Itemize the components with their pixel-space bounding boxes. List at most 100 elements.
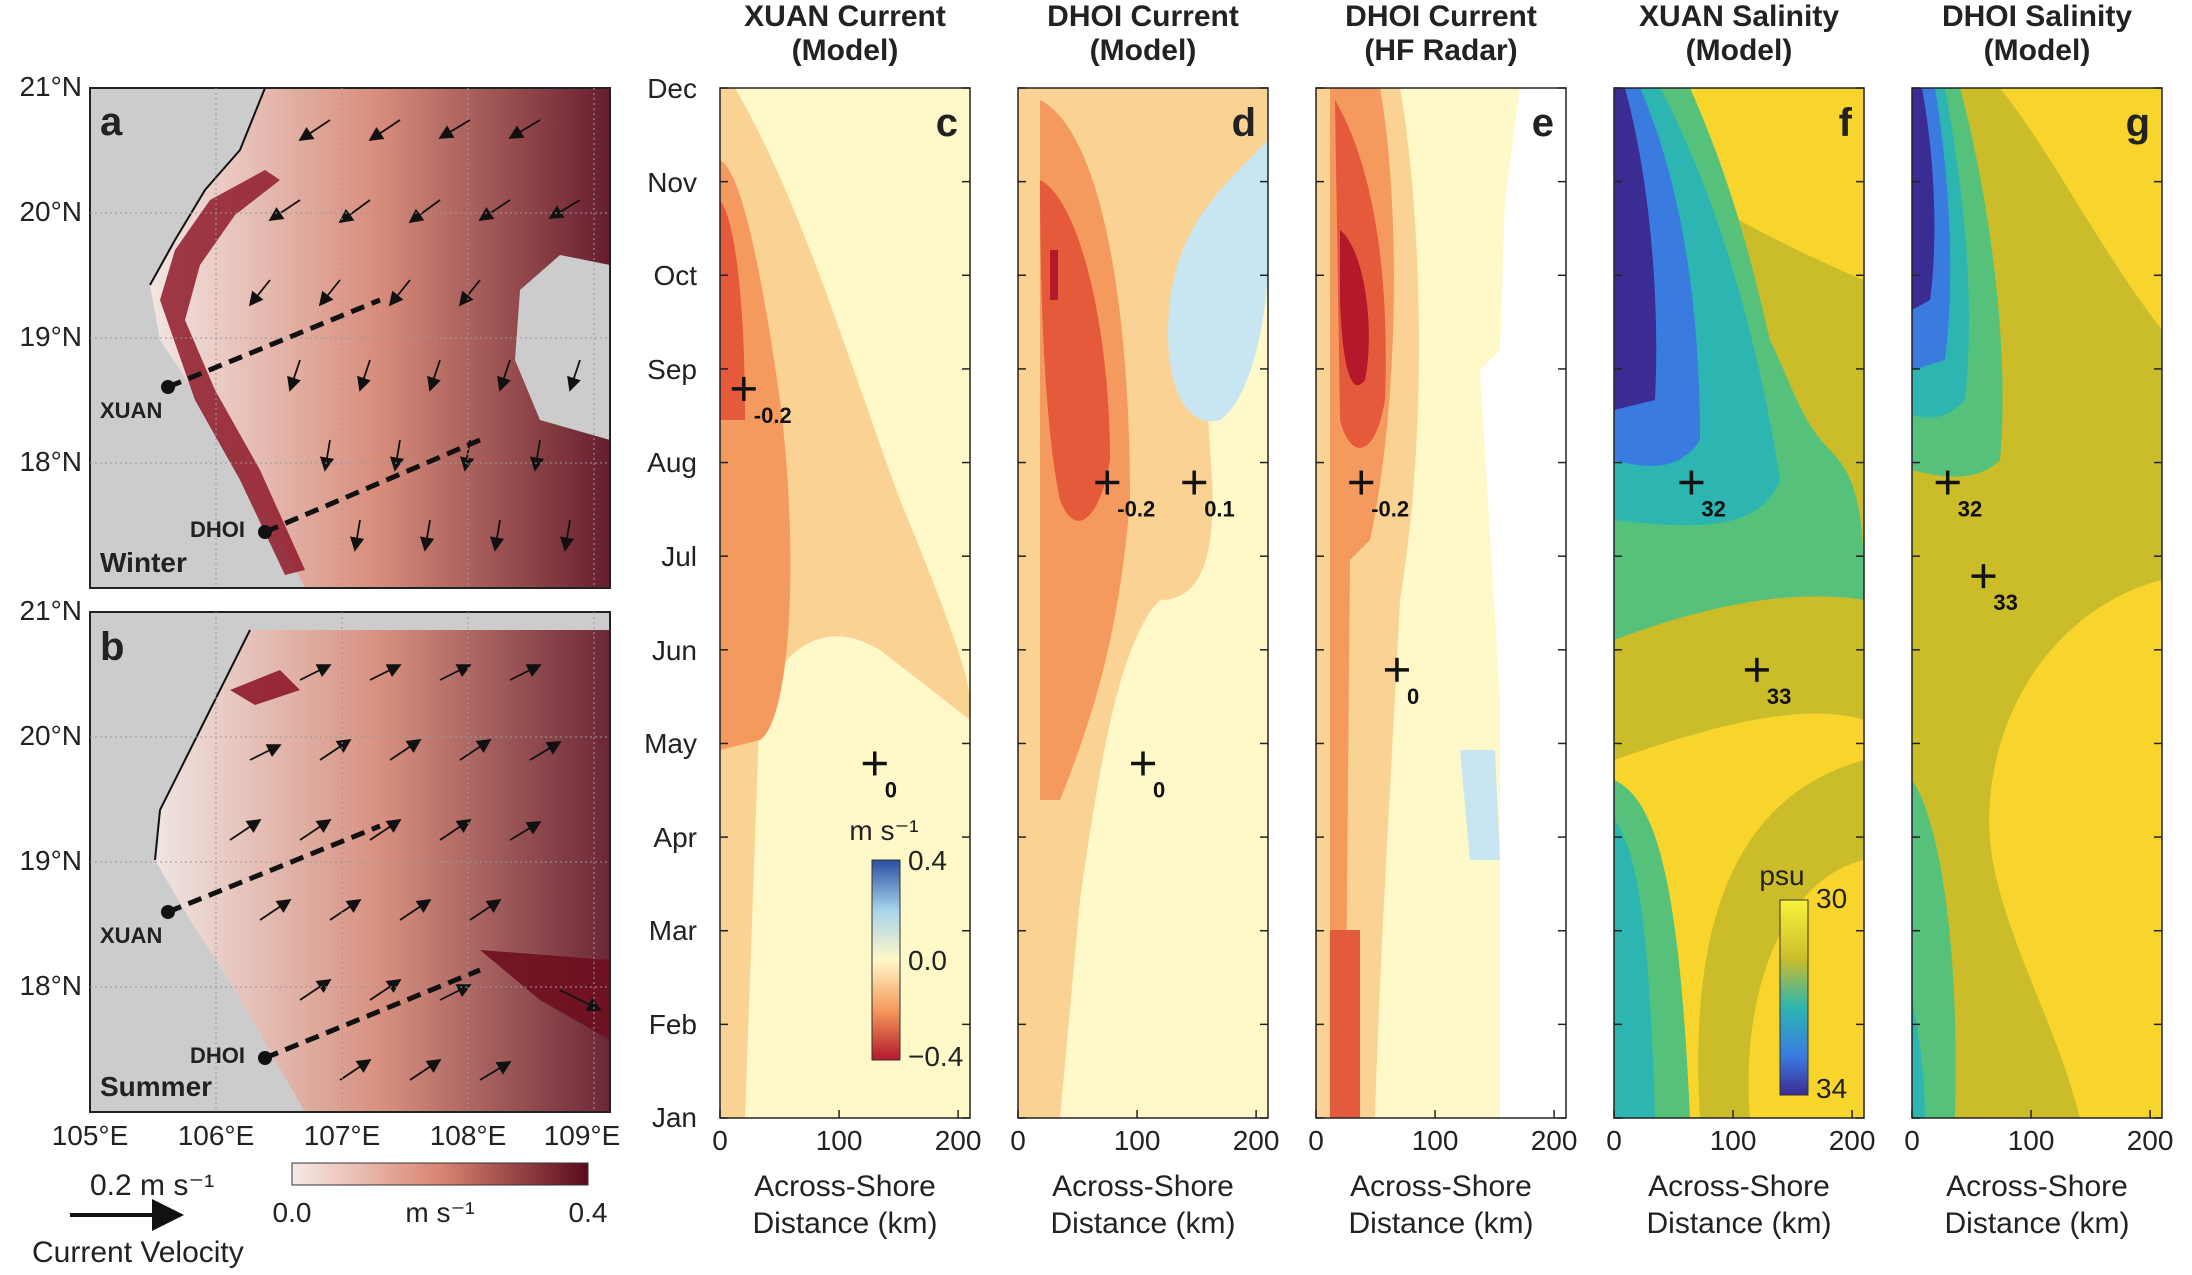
panel-e-contour-strong-low — [1330, 930, 1360, 1118]
coastline-b — [154, 629, 251, 861]
lon-tick-107: 107°E — [304, 1120, 381, 1151]
lat-tick-a-20: 20°N — [19, 196, 82, 227]
panel-g-contour-green-low — [1912, 780, 1956, 1118]
panel-c-title-line1: XUAN Current — [744, 0, 946, 33]
panel-label-d: d — [1232, 101, 1256, 145]
vector-caption: Current Velocity — [32, 1236, 244, 1269]
x-axis-label-line1-c: Across-Shore — [754, 1170, 936, 1203]
x-tick-label-d: 200 — [1233, 1125, 1280, 1156]
lon-tick-105: 105°E — [52, 1120, 129, 1151]
panel-f-contour-olive-low — [1614, 760, 1864, 1118]
transect-dhoi-b — [264, 967, 481, 1061]
hotspot-b — [480, 950, 610, 1040]
month-tick-may: May — [644, 728, 697, 759]
lon-tick-108: 108°E — [430, 1120, 507, 1151]
month-tick-jun: Jun — [652, 635, 697, 666]
month-tick-feb: Feb — [649, 1009, 697, 1040]
map-legend: 0.2 m s⁻¹ Current Velocity 0.0 m s⁻¹ 0.4 — [32, 1162, 607, 1269]
panel-e-frame — [1315, 87, 1567, 1119]
panel-d-contour-positive — [1168, 140, 1268, 422]
x-axis-label-line2-g: Distance (km) — [1944, 1207, 2129, 1240]
panel-e-contour-positive — [1460, 750, 1500, 860]
panel-e-title-line2: (HF Radar) — [1364, 34, 1517, 67]
contour-label-d: 0 — [1153, 777, 1165, 802]
panel-d-title-line2: (Model) — [1090, 34, 1197, 67]
site-marker-xuan-a — [161, 380, 175, 394]
contour-label-f: 33 — [1767, 684, 1791, 709]
x-tick-label-f: 0 — [1606, 1125, 1622, 1156]
panel-label-a: a — [100, 100, 123, 144]
grid-b — [90, 612, 610, 1112]
site-marker-xuan-b — [161, 905, 175, 919]
contour-label-d: -0.2 — [1117, 497, 1155, 522]
x-tick-label-g: 200 — [2127, 1125, 2174, 1156]
axis-and-annotation-layer: 0 100 200 Across-Shore Distance (km) 0 100 200 A… — [712, 87, 2174, 1240]
panel-f-title-line1: XUAN Salinity — [1639, 0, 1839, 33]
site-marker-dhoi-a — [258, 525, 272, 539]
panel-c-title-line2: (Model) — [792, 34, 899, 67]
month-tick-oct: Oct — [653, 260, 697, 291]
x-axis-label-line2-c: Distance (km) — [752, 1207, 937, 1240]
map-lon-ticks: 105°E 106°E 107°E 108°E 109°E — [52, 1120, 621, 1151]
contour-label-d: 0.1 — [1204, 497, 1235, 522]
panel-g-title-line1: DHOI Salinity — [1942, 0, 2132, 33]
panel-label-f: f — [1839, 101, 1853, 145]
month-tick-jul: Jul — [661, 541, 697, 572]
contour-label-c: 0 — [885, 777, 897, 802]
contour-panel-g: g DHOI Salinity (Model) — [1911, 0, 2163, 1119]
grid-a — [90, 88, 610, 588]
transect-xuan-a — [167, 297, 381, 390]
transect-xuan-b — [167, 823, 381, 915]
x-axis-label-line1-g: Across-Shore — [1946, 1170, 2128, 1203]
lat-tick-b-20: 20°N — [19, 720, 82, 751]
x-tick-label-f: 200 — [1829, 1125, 1876, 1156]
season-label-a: Winter — [100, 547, 187, 578]
panel-g-contour-indigo — [1912, 88, 1935, 310]
month-tick-sep: Sep — [647, 354, 697, 385]
x-axis-label-line2-e: Distance (km) — [1348, 1207, 1533, 1240]
panel-d-contour-core — [1050, 250, 1058, 300]
x-axis-label-line1-f: Across-Shore — [1648, 1170, 1830, 1203]
site-label-xuan-a: XUAN — [100, 398, 162, 423]
x-tick-label-e: 100 — [1412, 1125, 1459, 1156]
panel-f-contour-teal-low — [1614, 820, 1655, 1118]
panel-e-contour-core — [1340, 230, 1369, 386]
month-tick-apr: Apr — [653, 822, 697, 853]
contour-label-g: 33 — [1993, 590, 2017, 615]
lat-tick-a-19: 19°N — [19, 321, 82, 352]
panel-f-frame — [1613, 87, 1865, 1119]
panel-c-contour-weak — [720, 88, 970, 1118]
panel-label-b: b — [100, 625, 124, 669]
x-axis-label-line2-f: Distance (km) — [1646, 1207, 1831, 1240]
panel-c-contour-strong — [720, 200, 745, 420]
hotspot-north-b — [230, 670, 300, 705]
month-tick-labels: Dec Nov Oct Sep Aug Jul Jun May Apr Mar … — [644, 73, 697, 1133]
velocity-colorbar — [291, 1162, 589, 1186]
current-colorbar — [871, 859, 901, 1061]
salinity-colorbar-unit: psu — [1759, 860, 1804, 891]
lat-tick-a-18: 18°N — [19, 446, 82, 477]
contour-label-e: -0.2 — [1371, 497, 1409, 522]
panel-label-e: e — [1532, 101, 1554, 145]
panel-d-title-line1: DHOI Current — [1047, 0, 1239, 33]
panel-g-title-line2: (Model) — [1984, 34, 2091, 67]
x-tick-label-e: 0 — [1308, 1125, 1324, 1156]
month-tick-nov: Nov — [647, 167, 697, 198]
site-marker-dhoi-b — [258, 1051, 272, 1065]
transect-dhoi-a — [264, 437, 481, 535]
x-axis-label-line1-e: Across-Shore — [1350, 1170, 1532, 1203]
current-colorbar-bottom: −0.4 — [908, 1041, 963, 1072]
map-panel-b: XUAN DHOI b Summer — [89, 611, 611, 1113]
contour-panel-e: e DHOI Current (HF Radar) — [1315, 0, 1567, 1119]
x-tick-label-d: 0 — [1010, 1125, 1026, 1156]
panel-g-frame — [1911, 87, 2163, 1119]
lat-tick-a-21: 21°N — [19, 71, 82, 102]
lat-tick-b-18: 18°N — [19, 970, 82, 1001]
map-panel-a: XUAN DHOI a Winter — [89, 87, 611, 589]
month-tick-dec: Dec — [647, 73, 697, 104]
contour-label-f: 32 — [1701, 497, 1725, 522]
contour-panel-f: f XUAN Salinity (Model) psu 30 34 — [1613, 0, 1865, 1119]
panel-f-contour-indigo — [1614, 88, 1657, 410]
salinity-colorbar-bottom: 34 — [1816, 1073, 1847, 1104]
